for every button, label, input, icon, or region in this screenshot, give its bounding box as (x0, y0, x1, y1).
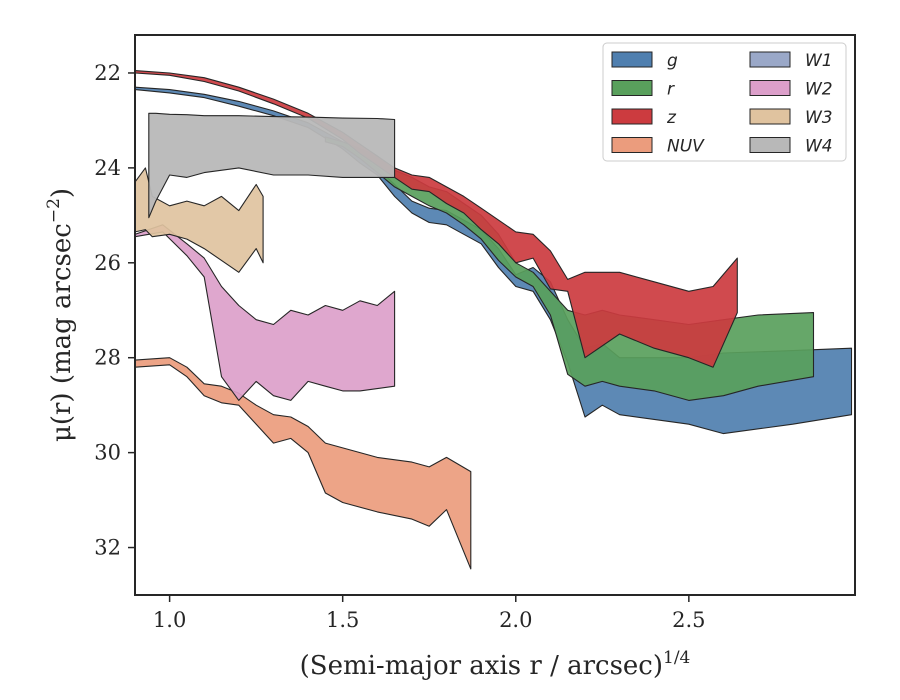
legend-swatch-r (611, 80, 653, 96)
legend-swatch-g (611, 51, 653, 68)
band-w4 (148, 112, 396, 219)
legend-label-g: g (667, 51, 678, 71)
x-axis-label: (Semi-major axis r / arcsec)1/4 (300, 648, 691, 681)
legend-label-nuv: NUV (667, 137, 705, 157)
legend-label-w3: W3 (805, 108, 833, 128)
legend-box (602, 42, 847, 162)
x-tick-label: 1.5 (326, 608, 359, 632)
legend-swatch-w2 (749, 80, 791, 96)
y-tick-label: 26 (94, 251, 121, 275)
y-tick-label: 28 (94, 346, 121, 370)
legend-label-z: z (666, 108, 677, 128)
plot-frame (134, 34, 856, 596)
band-w2 (135, 224, 396, 401)
y-tick-label: 30 (94, 441, 121, 465)
x-tick-label: 1.0 (153, 608, 186, 632)
legend-swatch-w3 (749, 108, 791, 125)
legend: grz NUV W1 W2 W3 W4 (602, 42, 847, 162)
legend-swatch-nuv (611, 137, 653, 153)
y-tick-label: 24 (94, 156, 121, 180)
band-nuv (135, 357, 472, 570)
legend-label-w1: W1 (805, 51, 833, 71)
x-tick-label: 2.0 (499, 608, 532, 632)
legend-swatch-w1 (749, 51, 791, 68)
profile-bands (135, 70, 853, 570)
legend-label-w2: W2 (805, 80, 833, 100)
legend-swatch-z (611, 108, 653, 125)
legend-swatch-w4 (749, 137, 791, 153)
y-tick-label: 32 (94, 536, 121, 560)
x-axis-ticks: 1.0 1.5 2.0 2.5 (153, 595, 706, 632)
legend-label-r: r (667, 80, 675, 100)
legend-label-w4: W4 (805, 137, 833, 157)
x-tick-label: 2.5 (672, 608, 705, 632)
y-axis-label: μ(r) (mag arcsec−2) (44, 188, 77, 442)
band-w3 (135, 167, 264, 273)
y-tick-label: 22 (94, 61, 121, 85)
y-axis-ticks: 22 24 26 28 30 32 (94, 61, 135, 560)
